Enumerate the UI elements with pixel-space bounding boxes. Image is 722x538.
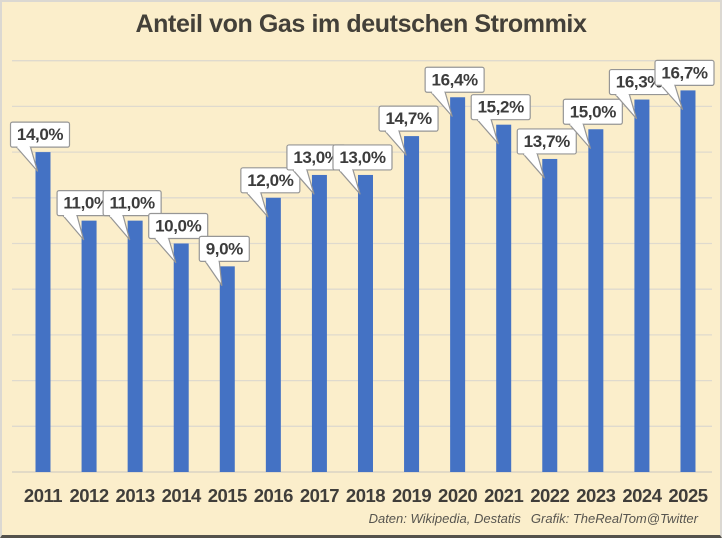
x-axis-label-2012: 2012 xyxy=(69,485,108,506)
callout-pointer xyxy=(568,123,591,149)
graphic-credit: Grafik: TheRealTom@Twitter xyxy=(530,511,698,526)
callout-pointer xyxy=(660,85,684,111)
value-label-2023: 15,0% xyxy=(570,102,616,121)
callout-pointer xyxy=(246,192,269,218)
bar-2021 xyxy=(496,124,512,473)
value-label-2012: 11,0% xyxy=(63,194,109,213)
value-label-2018: 13,0% xyxy=(339,148,385,167)
callout-pointer xyxy=(338,169,361,195)
value-callout-2011: 14,0% xyxy=(9,121,71,172)
bar-2024 xyxy=(634,99,650,473)
callout-box xyxy=(378,105,439,132)
x-axis-label-2017: 2017 xyxy=(300,485,339,506)
value-label-2017: 13,0% xyxy=(293,148,339,167)
x-axis-label-2013: 2013 xyxy=(116,485,155,506)
value-callout-2016: 12,0% xyxy=(240,167,301,218)
callout-pointer xyxy=(16,146,39,172)
x-axis-label-2011: 2011 xyxy=(24,485,62,506)
callout-pointer xyxy=(204,261,223,286)
callout-pointer xyxy=(614,94,638,120)
bar-2022 xyxy=(542,158,558,472)
value-label-2016: 12,0% xyxy=(247,171,293,190)
bar-2011 xyxy=(35,152,51,472)
callout-pointer xyxy=(292,169,315,195)
x-axis-label-2015: 2015 xyxy=(208,485,247,506)
callout-box xyxy=(198,235,250,262)
bar-2019 xyxy=(404,136,420,473)
value-callout-2018: 13,0% xyxy=(332,144,393,195)
value-callout-2022: 13,7% xyxy=(516,128,577,179)
callout-pointer xyxy=(62,215,85,241)
value-label-2020: 16,4% xyxy=(432,70,478,89)
chart-title: Anteil von Gas im deutschen Strommix xyxy=(135,10,587,38)
bar-2012 xyxy=(81,220,97,472)
x-axis-label-2025: 2025 xyxy=(668,485,707,506)
callout-pointer xyxy=(108,215,131,241)
x-axis-label-2014: 2014 xyxy=(162,485,202,506)
bar-2014 xyxy=(173,243,189,472)
value-callout-2023: 15,0% xyxy=(562,98,623,149)
x-axis-label-2022: 2022 xyxy=(530,485,569,506)
callout-pointer xyxy=(522,153,545,179)
x-axis-label-2020: 2020 xyxy=(438,485,477,506)
callout-box xyxy=(516,128,577,155)
value-callout-2024: 16,3% xyxy=(608,68,670,120)
callout-pointer xyxy=(430,91,453,117)
value-label-2019: 14,7% xyxy=(385,109,431,128)
bar-2020 xyxy=(450,97,466,472)
value-callout-2020: 16,4% xyxy=(424,66,485,117)
value-label-2011: 14,0% xyxy=(17,125,63,144)
value-callout-2015: 9,0% xyxy=(198,235,250,286)
bar-2018 xyxy=(357,174,373,472)
callout-box xyxy=(102,190,162,217)
x-axis-label-2024: 2024 xyxy=(622,485,662,506)
callout-pointer xyxy=(384,130,407,156)
value-label-2021: 15,2% xyxy=(478,98,524,117)
callout-box xyxy=(424,66,485,93)
value-label-2015: 9,0% xyxy=(206,239,243,258)
callout-box xyxy=(562,98,623,125)
callout-box xyxy=(148,212,209,240)
x-axis-label-2018: 2018 xyxy=(346,485,385,506)
value-label-2014: 10,0% xyxy=(155,217,201,236)
callout-box xyxy=(470,94,531,121)
value-label-2022: 13,7% xyxy=(524,132,570,151)
value-callout-2014: 10,0% xyxy=(148,212,209,264)
value-label-2024: 16,3% xyxy=(616,73,662,92)
x-axis-label-2019: 2019 xyxy=(392,485,431,506)
value-callout-2025: 16,7% xyxy=(654,59,715,111)
bar-2016 xyxy=(265,197,281,473)
bar-2015 xyxy=(219,266,235,472)
x-axis-label-2016: 2016 xyxy=(254,485,293,506)
data-credit: Daten: Wikipedia, Destatis xyxy=(368,511,521,526)
bar-2023 xyxy=(588,129,604,472)
x-axis-label-2021: 2021 xyxy=(484,485,523,506)
value-callout-2013: 11,0% xyxy=(102,190,162,241)
callout-pointer xyxy=(476,119,499,145)
callout-box xyxy=(332,144,393,171)
callout-box xyxy=(9,121,71,148)
callout-pointer xyxy=(154,238,177,264)
value-callout-2012: 11,0% xyxy=(56,190,116,241)
value-callout-2017: 13,0% xyxy=(286,144,347,195)
bar-2013 xyxy=(127,220,143,472)
callout-box xyxy=(240,167,301,194)
value-callout-2021: 15,2% xyxy=(470,94,531,145)
x-axis-label-2023: 2023 xyxy=(576,485,615,506)
callout-box xyxy=(654,59,715,87)
value-callout-2019: 14,7% xyxy=(378,105,439,156)
value-label-2013: 11,0% xyxy=(110,194,156,213)
bar-2017 xyxy=(311,174,327,472)
value-label-2025: 16,7% xyxy=(661,63,707,82)
chart-footer: Daten: Wikipedia, Destatis Grafik: TheRea… xyxy=(369,511,698,526)
bar-2025 xyxy=(680,90,696,472)
